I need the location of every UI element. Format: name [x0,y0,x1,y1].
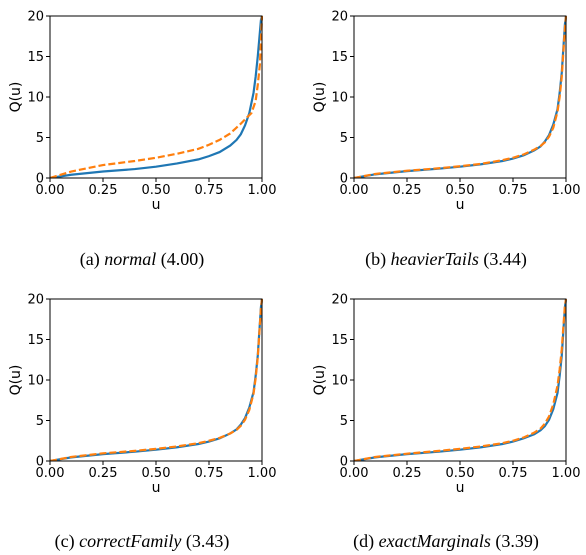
y-tick-label: 0 [36,455,44,470]
caption-name: exactMarginals [379,531,491,551]
y-tick-label: 20 [27,10,44,25]
caption-suffix: (3.39) [491,531,539,552]
x-tick-label: 0.25 [393,183,422,198]
x-tick-label: 0.00 [36,466,65,481]
subplot-2: 0.00 0.25 0.50 0.75 1.00 0 5 10 15 20 u Q(u) (c) cor… [8,293,276,553]
axes-frame [49,15,263,179]
axes-frame [353,298,567,462]
y-tick-label: 15 [27,333,44,348]
caption-name: correctFamily [79,531,181,551]
y-tick-label: 0 [340,172,348,187]
y-tick-label: 5 [36,131,44,146]
axes-frame [353,15,567,179]
x-tick-label: 0.75 [499,183,528,198]
y-tick-label: 20 [331,10,348,25]
caption-prefix: (b) [365,249,391,270]
caption-suffix: (3.44) [479,249,527,270]
series-line-0 [50,15,263,178]
y-axis-label: Q(u) [8,82,24,113]
x-axis-label: u [152,197,161,213]
x-tick-label: 0.50 [142,466,171,481]
x-tick-label: 0.25 [89,183,118,198]
y-tick-label: 20 [27,293,44,308]
x-tick-label: 0.50 [142,183,171,198]
x-axis-label: u [152,480,161,496]
x-axis-label: u [456,480,465,496]
caption-name: heavierTails [391,249,479,269]
y-tick-label: 15 [27,50,44,65]
subplot-caption: (d) exactMarginals (3.39) [353,531,539,552]
y-tick-label: 0 [340,455,348,470]
series-line-1 [354,298,567,461]
x-tick-label: 0.00 [36,183,65,198]
x-tick-label: 0.50 [446,183,475,198]
x-tick-label: 0.50 [446,466,475,481]
x-tick-label: 0.00 [340,466,369,481]
x-tick-label: 0.25 [393,466,422,481]
y-axis-label: Q(u) [312,365,328,396]
x-tick-label: 1.00 [552,183,581,198]
subplot-caption: (c) correctFamily (3.43) [55,531,230,552]
y-tick-label: 10 [331,91,348,106]
subplot-1: 0.00 0.25 0.50 0.75 1.00 0 5 10 15 20 u Q(u) (b) hea… [312,10,580,271]
caption-suffix: (3.43) [181,531,229,552]
subplot-0: 0.00 0.25 0.50 0.75 1.00 0 5 10 15 20 u Q(u) (a) nor… [8,10,276,271]
y-tick-label: 15 [331,50,348,65]
x-tick-label: 0.00 [340,183,369,198]
series-line-1 [354,15,567,178]
y-axis-label: Q(u) [312,82,328,113]
caption-prefix: (a) [80,249,104,270]
x-tick-label: 1.00 [552,466,581,481]
series-line-1 [50,298,263,461]
x-tick-label: 0.75 [499,466,528,481]
subplot-caption: (a) normal (4.00) [80,249,205,270]
series-line-1 [50,15,263,178]
x-tick-label: 1.00 [248,183,277,198]
subplot-3: 0.00 0.25 0.50 0.75 1.00 0 5 10 15 20 u Q(u) (d) exa… [312,293,580,553]
series-line-0 [50,298,263,461]
caption-prefix: (c) [55,531,79,552]
x-axis-label: u [456,197,465,213]
caption-suffix: (4.00) [156,249,204,270]
x-tick-label: 0.25 [89,466,118,481]
y-tick-label: 0 [36,172,44,187]
y-axis-label: Q(u) [8,365,24,396]
y-tick-label: 5 [36,414,44,429]
x-tick-label: 0.75 [195,183,224,198]
y-tick-label: 15 [331,333,348,348]
subplot-caption: (b) heavierTails (3.44) [365,249,527,270]
x-tick-label: 0.75 [195,466,224,481]
series-line-0 [354,298,567,461]
y-tick-label: 20 [331,293,348,308]
axes-frame [49,298,263,462]
y-tick-label: 5 [340,414,348,429]
caption-prefix: (d) [353,531,379,552]
y-tick-label: 10 [27,374,44,389]
x-tick-label: 1.00 [248,466,277,481]
y-tick-label: 10 [27,91,44,106]
series-line-0 [354,15,567,178]
caption-name: normal [104,249,156,269]
y-tick-label: 5 [340,131,348,146]
y-tick-label: 10 [331,374,348,389]
